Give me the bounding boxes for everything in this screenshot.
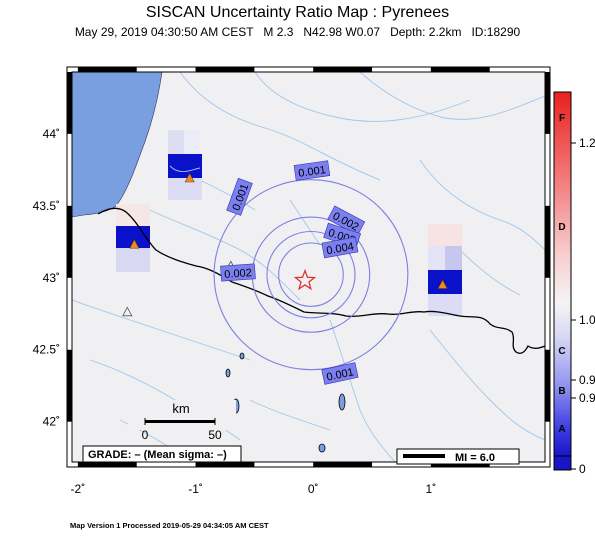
frame-tick: [77, 67, 137, 72]
contour-ring: [266, 230, 356, 319]
epicenter-star-shape: [293, 268, 317, 291]
contour-label: 0.001: [298, 164, 327, 180]
colorbar: F D C B A 1.2 1.0 0.9 0.9 0: [553, 91, 595, 476]
mmi-box: MI = 6.0: [396, 448, 520, 465]
station-marker: [129, 239, 140, 249]
frame-tick: [545, 205, 550, 278]
contour-label: 0.004: [326, 241, 355, 258]
map-footer: Map Version 1 Processed 2019-05-29 04:34…: [70, 521, 269, 530]
lon-tick-label: 0˚: [308, 482, 319, 496]
colorbar-value: 0: [579, 462, 586, 476]
contour-label: 0.001: [325, 366, 354, 383]
contour-labels: 0.001 0.001 0.001 0.002 0.002 0.003: [220, 160, 366, 385]
colorbar-value: 0.9: [579, 373, 595, 387]
colorbar-value: 1.0: [579, 313, 595, 327]
colorbar-letter: F: [559, 113, 565, 124]
uncertainty-cells: [116, 130, 462, 316]
contour-ring: [278, 242, 344, 307]
grade-box: GRADE: – (Mean sigma: –): [82, 445, 242, 463]
colorbar-letter: B: [558, 386, 565, 397]
frame-tick: [313, 67, 373, 72]
epicenter-star: [293, 268, 317, 291]
colorbar-letter: D: [558, 222, 565, 233]
border-line: [97, 207, 545, 354]
map-body: 0.001 0.001 0.001 0.002 0.002 0.003: [72, 72, 545, 462]
frame-tick: [545, 349, 550, 422]
axis-labels: 44˚ 43.5˚ 43˚ 42.5˚ 42˚ -2˚ -1˚ 0˚ 1˚: [33, 127, 437, 496]
frame-tick: [77, 462, 137, 467]
frame-tick: [67, 205, 72, 278]
rivers: [72, 72, 545, 462]
station-marker: [437, 279, 448, 289]
scale-bar: km 0 50: [128, 400, 236, 442]
lon-tick-label: -1˚: [188, 482, 203, 496]
station-marker: [184, 172, 195, 183]
map-subtitle: May 29, 2019 04:30:50 AM CEST M 2.3 N42.…: [74, 25, 521, 39]
contour-ring: [213, 179, 409, 371]
frame-tick: [195, 67, 255, 72]
colorbar-value: 1.2: [579, 136, 595, 150]
mmi-label: MI = 6.0: [455, 452, 495, 464]
ocean-area: [72, 72, 163, 218]
map-title: SISCAN Uncertainty Ratio Map : Pyrenees: [145, 4, 450, 21]
land-area: [72, 72, 545, 462]
lat-tick-label: 44˚: [43, 127, 60, 141]
lat-tick-label: 42˚: [43, 415, 60, 429]
frame-tick: [67, 72, 72, 134]
colorbar-letter: A: [558, 424, 565, 435]
colorbar-base: [553, 455, 572, 471]
colorbar-value: 0.9: [579, 391, 595, 405]
frame-tick: [430, 67, 490, 72]
station-marker: [122, 306, 133, 317]
frame-tick: [67, 349, 72, 422]
scale-bar-end: 50: [208, 428, 222, 442]
stations: [122, 172, 448, 317]
frame-tick: [545, 72, 550, 134]
lon-tick-label: -2˚: [71, 482, 86, 496]
lat-tick-label: 43˚: [43, 271, 60, 285]
contour-label: 0.002: [224, 267, 252, 281]
lat-tick-label: 42.5˚: [33, 343, 60, 357]
colorbar-gradient: [553, 91, 572, 457]
scale-bar-start: 0: [142, 428, 149, 442]
frame-tick: [195, 462, 255, 467]
grade-label: GRADE: – (Mean sigma: –): [88, 449, 227, 461]
lat-tick-label: 43.5˚: [33, 199, 60, 213]
scale-bar-title: km: [172, 401, 189, 416]
lon-tick-label: 1˚: [426, 482, 437, 496]
colorbar-letter: C: [558, 346, 565, 357]
frame-tick: [313, 462, 373, 467]
